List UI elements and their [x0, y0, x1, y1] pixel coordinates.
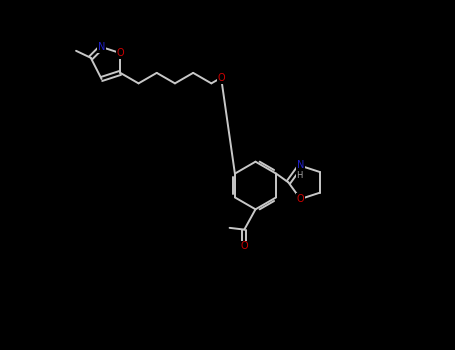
Text: N: N	[98, 42, 105, 52]
Text: N: N	[297, 160, 304, 170]
Text: O: O	[116, 48, 124, 58]
Text: O: O	[297, 194, 304, 204]
Text: O: O	[217, 73, 225, 83]
Text: O: O	[241, 241, 248, 251]
Text: H: H	[297, 171, 303, 180]
